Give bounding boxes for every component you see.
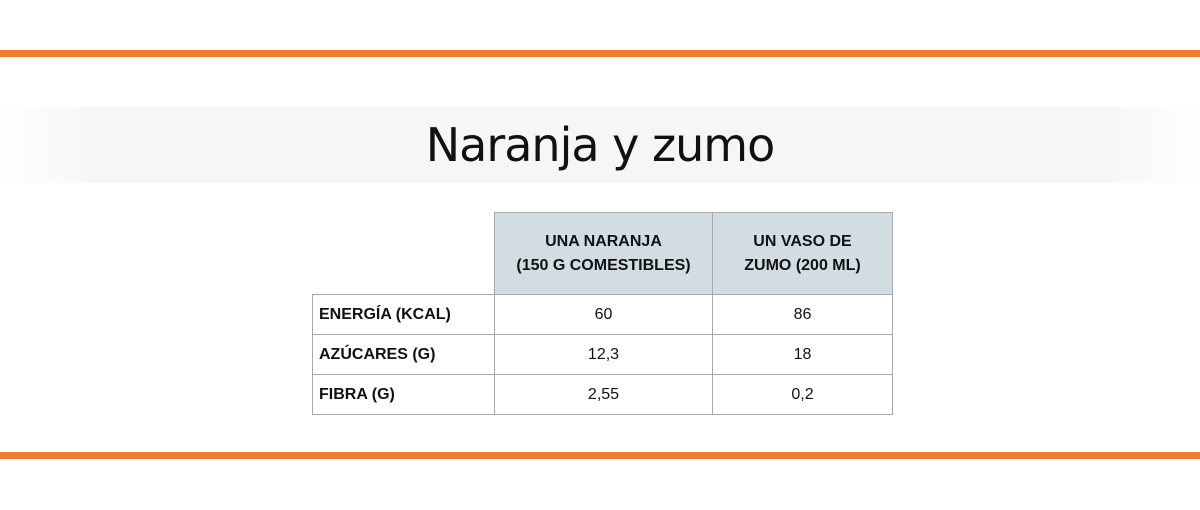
row-label: FIBRA (G) bbox=[312, 374, 495, 415]
row-label: ENERGÍA (KCAL) bbox=[312, 294, 495, 335]
title-band bbox=[0, 107, 1200, 183]
table-row: ENERGÍA (KCAL) 60 86 bbox=[312, 294, 893, 335]
nutrition-table: UNA NARANJA (150 G COMESTIBLES) UN VASO D… bbox=[312, 212, 893, 415]
cell: 2,55 bbox=[494, 374, 713, 415]
empty-header-cell bbox=[312, 212, 495, 295]
header-line: UNA NARANJA bbox=[545, 232, 662, 250]
header-una-naranja: UNA NARANJA (150 G COMESTIBLES) bbox=[494, 212, 713, 295]
table-row: AZÚCARES (G) 12,3 18 bbox=[312, 334, 893, 375]
header-vaso-zumo: UN VASO DE ZUMO (200 ML) bbox=[712, 212, 893, 295]
bottom-orange-rule bbox=[0, 452, 1200, 459]
cell: 12,3 bbox=[494, 334, 713, 375]
page-title: Naranja y zumo bbox=[425, 118, 776, 172]
row-label: AZÚCARES (G) bbox=[312, 334, 495, 375]
header-line: (150 G COMESTIBLES) bbox=[516, 256, 691, 274]
top-orange-rule bbox=[0, 50, 1200, 57]
cell: 60 bbox=[494, 294, 713, 335]
cell: 18 bbox=[712, 334, 893, 375]
cell: 0,2 bbox=[712, 374, 893, 415]
table-header-row: UNA NARANJA (150 G COMESTIBLES) UN VASO D… bbox=[312, 212, 893, 295]
header-line: UN VASO DE bbox=[753, 232, 852, 250]
cell: 86 bbox=[712, 294, 893, 335]
table-row: FIBRA (G) 2,55 0,2 bbox=[312, 374, 893, 415]
header-line: ZUMO (200 ML) bbox=[744, 256, 861, 274]
